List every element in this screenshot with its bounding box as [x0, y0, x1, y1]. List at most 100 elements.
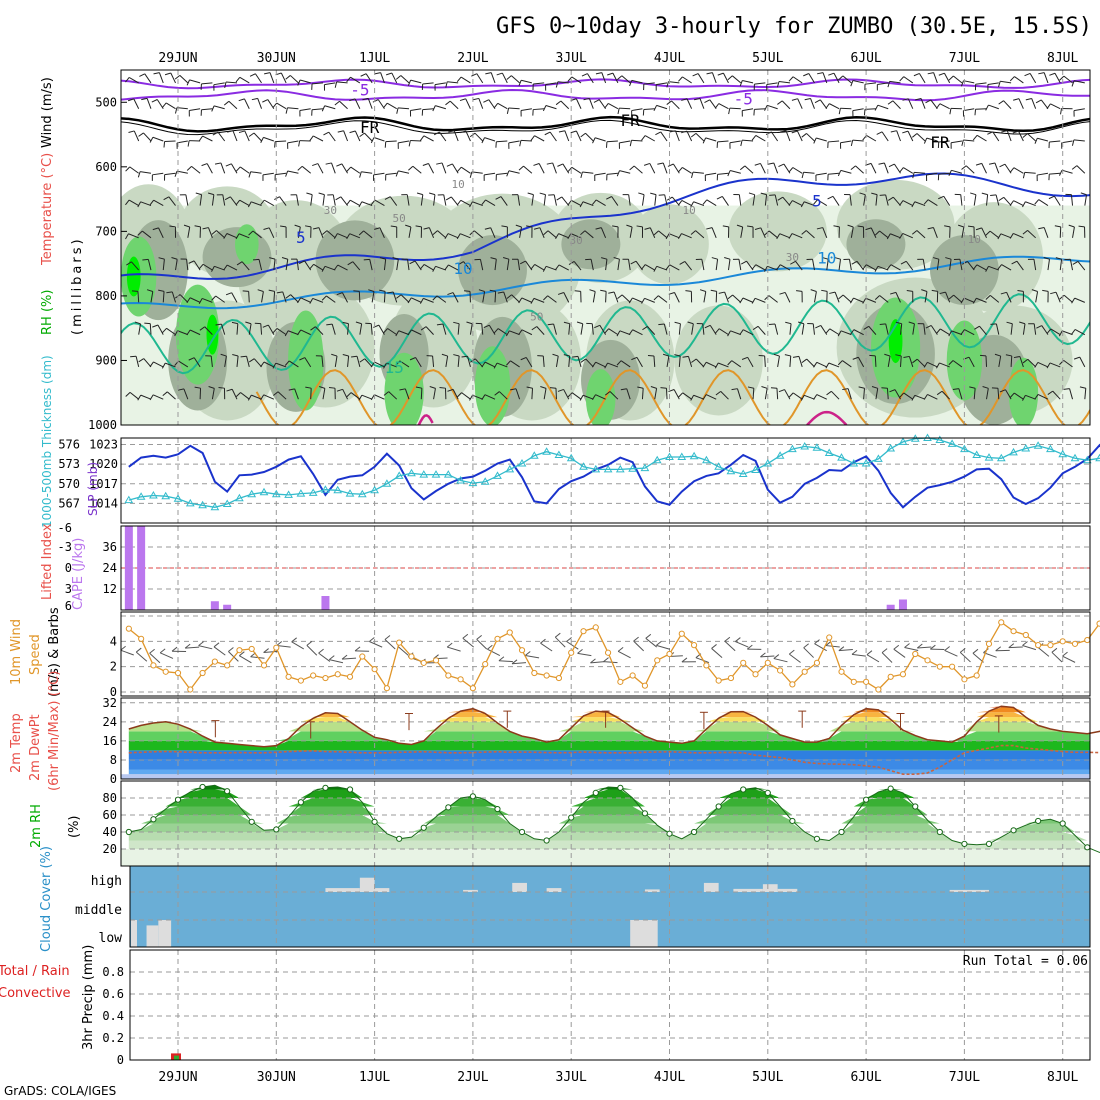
wind-barb — [558, 264, 569, 271]
wind-barb — [857, 357, 865, 368]
wind-barb — [1069, 388, 1074, 400]
wind-barb — [299, 108, 311, 111]
wind-barb — [792, 76, 803, 84]
wind-barb — [840, 330, 852, 336]
wind-speed-point — [776, 667, 784, 674]
wind-barb — [948, 360, 954, 366]
wind-speed-point — [961, 676, 968, 683]
thickness-point — [689, 451, 699, 460]
wind-barb — [660, 387, 667, 389]
wind-barb — [276, 291, 283, 294]
wind-barb — [267, 324, 275, 335]
thickness-point — [1058, 449, 1068, 458]
rh-point — [1010, 827, 1017, 834]
wind-barb — [829, 291, 836, 294]
wind-barb — [1036, 325, 1042, 329]
wind-barb — [1063, 75, 1073, 84]
wind-barb — [385, 140, 397, 143]
wind-barb — [1049, 172, 1061, 175]
slp-grid — [121, 438, 1090, 523]
wind-speed-point — [543, 672, 550, 679]
rh-point — [322, 784, 329, 791]
wind-barb — [887, 81, 891, 88]
wind-barb — [705, 172, 717, 176]
date-label-bottom: 1JUL — [359, 1070, 390, 1085]
wind-barb — [972, 134, 978, 141]
wind-barb — [908, 321, 915, 325]
wind-barb — [933, 72, 938, 84]
wind-barb — [964, 329, 975, 336]
wind-barb — [631, 79, 643, 84]
wind-barb — [287, 330, 299, 336]
wind-barb — [970, 192, 977, 196]
wind-barb — [571, 199, 582, 206]
wind-barb — [511, 659, 518, 665]
wind-speed-point — [912, 650, 919, 658]
wind-barb — [936, 259, 940, 271]
wind-barb — [387, 291, 394, 294]
wind-barb — [342, 657, 357, 660]
wind-barb — [397, 107, 410, 110]
wind-barb — [633, 165, 643, 174]
ylabel-wind-speed: Speed — [28, 634, 43, 675]
wind-barb — [347, 323, 349, 335]
wind-barb — [1037, 172, 1049, 176]
slp-tick-label: 1020 — [89, 457, 118, 471]
wind-barb — [177, 388, 185, 391]
wind-barb — [333, 264, 339, 271]
wind-barb — [715, 259, 719, 271]
wind-barb — [135, 651, 148, 662]
wind-barb — [485, 72, 492, 75]
wind-barb — [214, 162, 222, 165]
wind-barb — [871, 386, 878, 389]
slp-tick-label: 1017 — [89, 477, 118, 491]
wind-barb — [764, 388, 768, 400]
wind-barb — [380, 72, 385, 84]
wind-speed-point — [654, 657, 661, 664]
wind-barb — [398, 140, 410, 144]
wind-barb — [656, 644, 670, 650]
wind-barb — [549, 131, 557, 142]
wind-barb — [1034, 138, 1038, 144]
wind-barb — [812, 323, 815, 335]
wind-barb — [174, 107, 178, 114]
wind-barb — [812, 259, 815, 271]
wind-barb — [1011, 260, 1018, 265]
thickness-point — [1021, 444, 1031, 452]
wind-barb — [985, 230, 991, 236]
wind-barb — [343, 130, 349, 142]
wind-barb — [998, 196, 1005, 202]
wind-barb — [655, 131, 662, 136]
wind-barb — [231, 321, 238, 325]
wind-barb — [331, 353, 338, 357]
wind-barb — [718, 362, 729, 368]
wind-barb — [294, 388, 299, 400]
wind-barb — [831, 390, 840, 400]
wind-barb — [776, 233, 781, 240]
wind-barb — [359, 358, 366, 363]
wind-barb — [571, 392, 582, 400]
wind-barb — [538, 163, 545, 174]
wind-barb — [894, 389, 901, 400]
wind-barb — [642, 326, 648, 331]
wind-barb — [563, 354, 570, 357]
wind-barbs-upper — [125, 72, 1088, 401]
wind-barb — [239, 166, 250, 174]
wind-barb — [858, 386, 865, 389]
ylabel-thickness: 1000-500mb Thickness (dm) — [40, 355, 54, 528]
wind-barb — [686, 130, 693, 142]
wind-barb — [389, 196, 398, 206]
wind-barb — [149, 652, 161, 664]
wind-barb — [235, 199, 241, 206]
wind-barb — [490, 257, 497, 260]
wind-barb — [194, 225, 201, 228]
wind-barb — [922, 259, 926, 271]
contour-25 — [806, 410, 848, 425]
wind-barb — [444, 264, 449, 271]
wind-barb — [167, 391, 176, 400]
wind-barb — [1043, 257, 1050, 260]
cape-tick-label: 12 — [103, 582, 117, 596]
wind-barb — [822, 227, 828, 239]
